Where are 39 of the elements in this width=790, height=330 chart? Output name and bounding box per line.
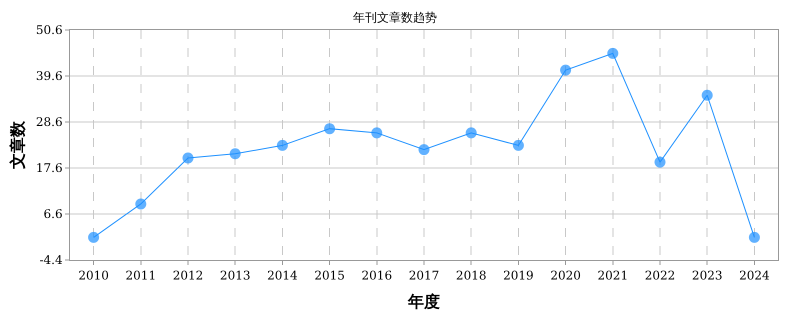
x-tick-label: 2021 (598, 268, 628, 282)
point (182, 152, 194, 164)
point (607, 48, 618, 59)
x-tick-label: 2020 (550, 268, 581, 282)
y-tick-label: 28.6 (36, 115, 63, 130)
x-tick-label: 2010 (78, 268, 109, 282)
x-tick-label: 2015 (314, 268, 345, 282)
point (466, 127, 477, 138)
y-tick-label: 50.6 (36, 23, 63, 38)
x-tick-label: 2017 (408, 268, 440, 282)
point (88, 232, 100, 243)
y-tick-label: 39.6 (36, 69, 63, 84)
y-axis-title: 文章数 (8, 120, 27, 170)
y-tick-label: -4.4 (39, 253, 63, 268)
x-tick-label: 2016 (362, 268, 392, 282)
x-tick-label: 2013 (220, 268, 250, 282)
x-tick-label: 2022 (644, 268, 676, 282)
x-axis-title: 年度 (407, 292, 440, 312)
point (371, 127, 382, 138)
y-tick-label: 17.6 (36, 161, 63, 176)
point (654, 156, 666, 168)
point (276, 140, 288, 151)
x-tick-label: 2012 (172, 268, 204, 282)
x-tick-label: 2018 (456, 268, 486, 282)
point (748, 232, 760, 243)
x-tick-label: 2019 (503, 268, 534, 282)
chart-title: 年刊文章数趋势 (353, 10, 437, 25)
point (702, 90, 713, 101)
x-tick-label: 2023 (692, 268, 722, 282)
point (560, 64, 572, 76)
point (135, 198, 146, 210)
x-tick-label: 2024 (739, 268, 770, 282)
point (324, 123, 336, 134)
point (230, 148, 241, 160)
point (512, 140, 524, 151)
point (418, 144, 430, 156)
x-tick-label: 2014 (267, 268, 298, 282)
y-tick-label: 6.6 (44, 207, 63, 222)
x-tick-label: 2011 (126, 268, 156, 282)
